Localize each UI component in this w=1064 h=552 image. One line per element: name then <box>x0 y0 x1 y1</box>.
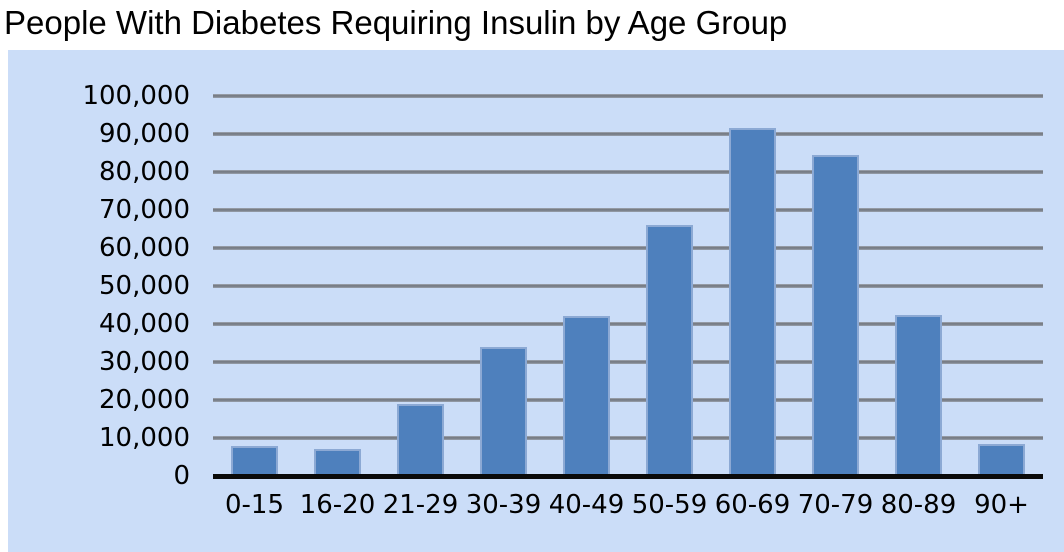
y-tick-label: 90,000 <box>99 119 190 149</box>
y-tick-label: 50,000 <box>99 271 190 301</box>
bar-60-69 <box>729 128 776 477</box>
x-tick-label: 60-69 <box>714 490 791 520</box>
x-tick-label: 50-59 <box>631 490 708 520</box>
gridline <box>213 170 1043 174</box>
bar-50-59 <box>646 225 693 477</box>
x-tick-label: 70-79 <box>797 490 874 520</box>
y-tick-label: 30,000 <box>99 347 190 377</box>
gridline <box>213 398 1043 402</box>
x-tick-label: 90+ <box>974 490 1029 520</box>
gridline <box>213 360 1043 364</box>
y-tick-label: 60,000 <box>99 233 190 263</box>
x-tick-label: 16-20 <box>299 490 376 520</box>
gridline <box>213 284 1043 288</box>
bar-80-89 <box>895 314 942 477</box>
y-tick-label: 0 <box>173 461 190 491</box>
x-tick-label: 21-29 <box>382 490 459 520</box>
gridline <box>213 322 1043 326</box>
gridline <box>213 246 1043 250</box>
y-tick-label: 70,000 <box>99 195 190 225</box>
gridline <box>213 94 1043 98</box>
x-tick-label: 80-89 <box>880 490 957 520</box>
x-tick-label: 40-49 <box>548 490 625 520</box>
y-tick-label: 20,000 <box>99 385 190 415</box>
y-tick-label: 40,000 <box>99 309 190 339</box>
y-tick-label: 10,000 <box>99 423 190 453</box>
x-tick-label: 30-39 <box>465 490 542 520</box>
gridline <box>213 436 1043 440</box>
bar-30-39 <box>480 346 527 477</box>
x-tick-label: 0-15 <box>224 490 284 520</box>
gridline <box>213 132 1043 136</box>
y-tick-label: 80,000 <box>99 157 190 187</box>
chart-title: People With Diabetes Requiring Insulin b… <box>4 4 788 41</box>
bar-90+ <box>978 443 1025 477</box>
bar-70-79 <box>812 154 859 477</box>
bar-16-20 <box>314 449 361 477</box>
x-axis-line <box>213 474 1043 479</box>
gridline <box>213 208 1043 212</box>
bar-21-29 <box>397 403 444 477</box>
bar-0-15 <box>231 445 278 477</box>
y-tick-label: 100,000 <box>82 81 190 111</box>
bar-40-49 <box>563 316 610 477</box>
